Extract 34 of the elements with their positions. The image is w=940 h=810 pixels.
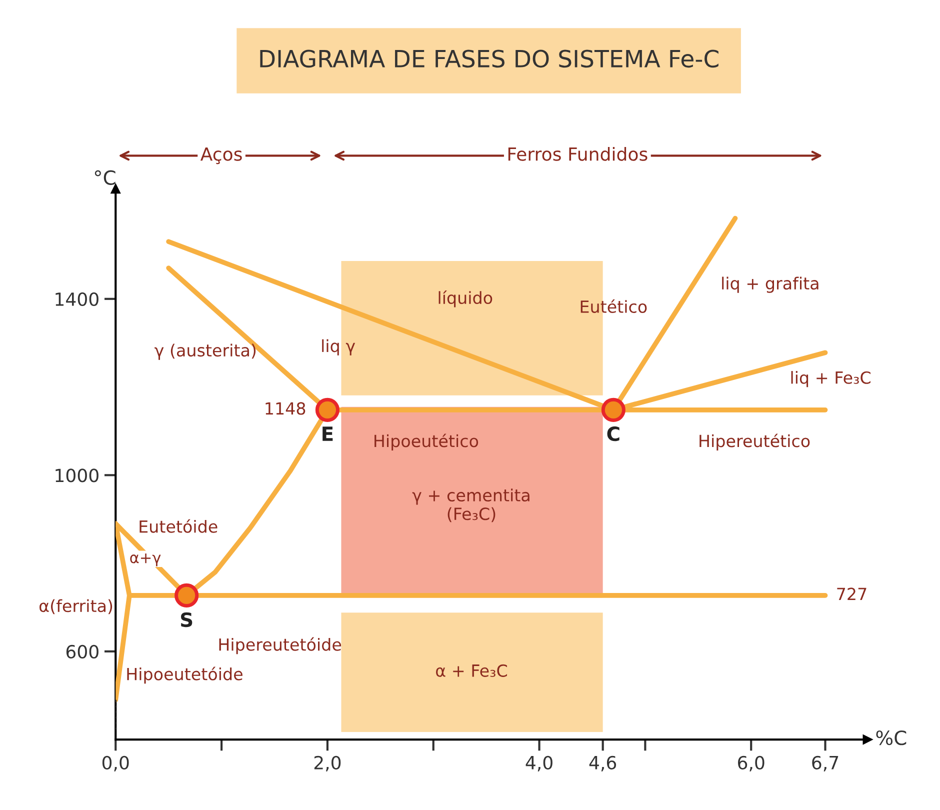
y-tick-label: 1000 [56, 468, 98, 482]
annotation: γ + cementita (Fe₃C) [412, 488, 530, 522]
annotation: liq + grafita [722, 276, 818, 293]
annotation: liq γ [322, 339, 356, 356]
x-tick-label: 4,0 [526, 756, 552, 772]
x-tick-label: 6,0 [738, 756, 764, 772]
annotation: Hipoeutético [374, 434, 478, 450]
x-tick-label: 0,0 [102, 756, 129, 772]
text: α(ferrita) [40, 599, 112, 614]
x-tick-label: 2,0 [314, 756, 341, 772]
annotation: α + Fe₃C [436, 664, 507, 677]
y-tick-label: 1400 [56, 292, 98, 306]
annotation: S [180, 612, 192, 628]
annotation: γ (austerita) [154, 344, 256, 360]
text: Aços [200, 148, 242, 164]
x-tick-label: 6,7 [812, 756, 838, 772]
annotation: liq + Fe₃C [791, 371, 870, 388]
annotation: 1148 [266, 402, 306, 415]
annotation: α+γ [130, 554, 161, 566]
chart-title: DIAGRAMA DE FASES DO SISTEMA Fe-C [260, 50, 718, 68]
annotation: Hipoeutetóide [127, 666, 242, 684]
x-tick-label: 4,6 [589, 756, 616, 772]
annotation: 727 [837, 588, 866, 600]
annotation: Eutetóide [140, 519, 218, 533]
annotation: E [322, 426, 333, 441]
annotation: Hipereutético [700, 434, 810, 450]
y-axis-title: °C [94, 170, 116, 185]
x-axis-title: %C [876, 730, 906, 746]
annotation: Hipereutetóide [219, 637, 342, 654]
annotation: Eutético [580, 299, 647, 313]
y-tick-label: 600 [66, 644, 98, 659]
text: Ferros Fundidos [508, 146, 648, 161]
annotation: C [607, 426, 620, 442]
annotation: líquido [438, 290, 492, 308]
